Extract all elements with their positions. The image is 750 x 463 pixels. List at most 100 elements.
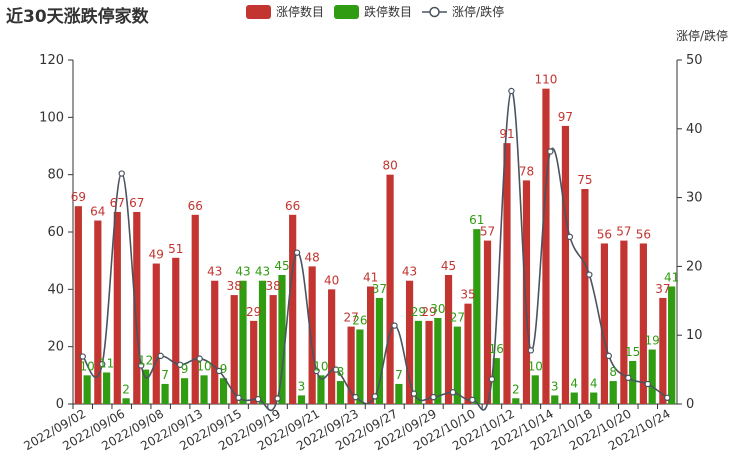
bar-limit-down [239,280,247,404]
data-label-limit-up: 75 [577,173,592,187]
data-label-limit-up: 38 [266,279,281,293]
bar-limit-up [600,243,609,404]
data-label-limit-up: 45 [441,259,456,273]
bar-limit-up [503,143,511,404]
y-right-tick-label: 50 [686,53,703,68]
bar-limit-down [141,369,150,404]
bar-limit-up [620,240,628,404]
data-label-limit-down: 3 [551,379,559,393]
bar-limit-down [551,395,559,404]
data-label-limit-down: 45 [274,259,289,273]
data-label-limit-up: 37 [655,282,670,296]
data-label-limit-up: 64 [90,205,105,219]
ratio-point [293,249,301,256]
ratio-point [391,322,398,329]
data-label-limit-down: 41 [664,270,679,284]
data-label-limit-down: 8 [337,365,345,379]
ratio-point [586,271,593,278]
bar-limit-up [269,295,277,404]
ratio-point [644,380,651,388]
ratio-point [313,367,320,375]
bar-limit-up [152,263,160,404]
bar-limit-down [219,378,228,404]
data-label-limit-up: 40 [324,273,339,287]
y-left-tick-label: 20 [47,340,64,355]
y-right-tick-label: 40 [686,122,703,137]
data-label-limit-up: 78 [519,164,534,178]
legend-swatch-limit-up [246,4,271,19]
ratio-point [664,394,671,402]
y-left-tick-label: 40 [47,282,64,297]
data-label-limit-down: 8 [609,365,617,379]
bar-limit-down [590,392,598,404]
ratio-point [449,389,457,396]
data-label-limit-up: 41 [363,270,378,284]
bar-limit-down [180,378,189,404]
data-label-limit-up: 110 [535,73,558,87]
data-label-limit-up: 97 [558,110,573,124]
bar-limit-up [405,280,414,404]
bar-limit-down [161,383,169,404]
bar-limit-down [122,398,130,404]
data-label-limit-down: 2 [512,382,520,396]
data-label-limit-up: 51 [168,242,183,256]
y-left-tick-label: 120 [39,53,64,68]
bar-limit-up [308,266,316,404]
ratio-point [430,393,437,401]
ratio-point [118,170,125,177]
legend: 涨停数目 跌停数目 涨停/跌停 [246,3,504,20]
legend-item-limit-down[interactable]: 跌停数目 [334,3,412,20]
y-left-tick-label: 60 [47,225,64,240]
bar-limit-up [74,206,82,404]
data-label-limit-down: 26 [352,313,367,327]
ratio-point [371,393,379,400]
bar-limit-up [522,180,531,404]
data-label-limit-down: 11 [99,356,114,370]
legend-label-limit-down: 跌停数目 [364,5,413,19]
data-label-limit-down: 10 [196,359,211,373]
bar-limit-up [230,295,238,404]
ratio-point [547,148,554,155]
bar-limit-up [367,286,375,404]
ratio-point [410,390,418,397]
ratio-point [137,362,145,369]
bar-limit-down [317,375,325,404]
bar-limit-up [659,297,667,404]
bar-limit-down [395,383,403,404]
bar-limit-up [425,320,433,404]
bar-limit-down [375,297,383,404]
legend-item-ratio[interactable]: 涨停/跌停 [422,3,504,20]
ratio-point [488,376,496,383]
bar-limit-down [83,375,91,404]
data-label-limit-down: 10 [80,359,95,373]
data-label-limit-down: 43 [255,265,270,279]
bar-limit-down [200,375,208,404]
data-label-limit-down: 7 [395,368,403,382]
bar-limit-down [336,381,345,404]
ratio-point [508,87,515,95]
bar-limit-down [512,398,520,404]
bar-limit-down [297,395,306,404]
data-label-limit-up: 29 [246,305,261,319]
data-label-limit-up: 56 [636,227,651,241]
data-label-limit-down: 16 [489,342,504,356]
bar-limit-up [639,243,647,404]
data-label-limit-down: 9 [220,362,228,376]
data-label-limit-up: 66 [188,199,203,213]
data-label-limit-down: 12 [138,354,153,368]
bar-limit-down [434,318,442,404]
y-left-tick-label: 80 [47,168,64,183]
y-right-tick-label: 20 [686,259,703,274]
y-right-tick-label: 10 [686,328,703,343]
bar-limit-down [414,320,422,404]
legend-item-limit-up[interactable]: 涨停数目 [246,3,324,20]
data-label-limit-up: 91 [499,127,514,141]
legend-swatch-limit-down [334,4,360,19]
legend-label-limit-up: 涨停数目 [276,5,325,19]
bar-limit-down [258,280,267,404]
ratio-point [254,395,262,403]
data-label-limit-down: 43 [235,265,250,279]
bar-limit-up [211,280,219,404]
data-label-limit-up: 43 [207,265,222,279]
